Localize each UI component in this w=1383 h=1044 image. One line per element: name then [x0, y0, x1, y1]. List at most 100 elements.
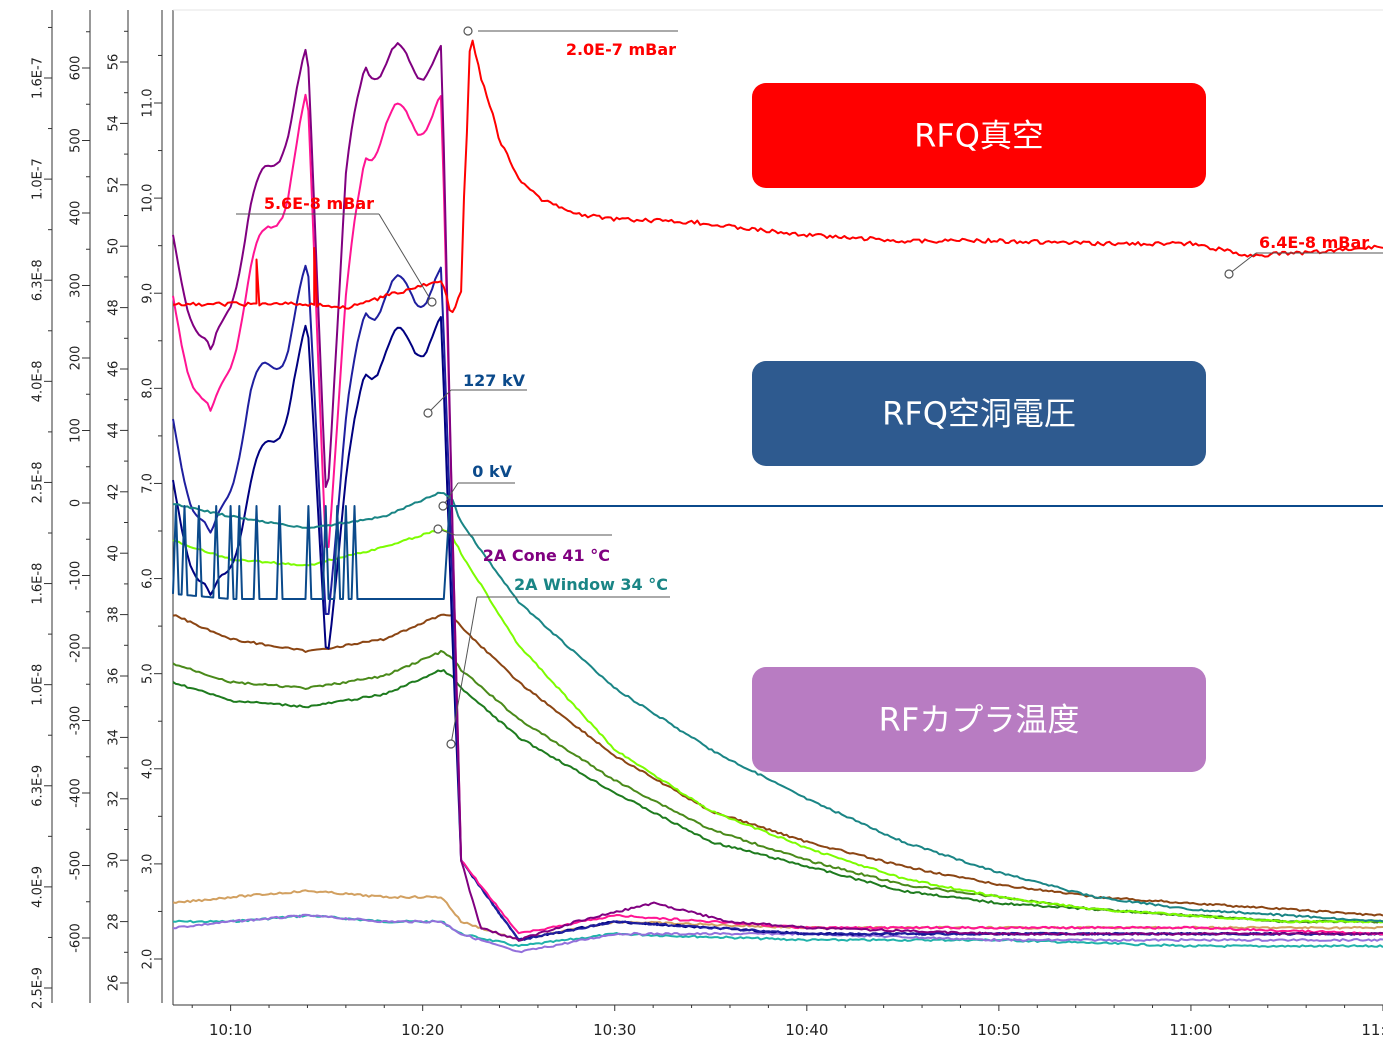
series-line [172, 39, 1383, 314]
time-tick-label: 10:30 [593, 1021, 636, 1039]
temperature-axis-tick-label: 48 [107, 299, 122, 316]
panel-label-box: RFQ空洞電圧 [752, 361, 1206, 466]
callout-label: 2A Cone 41 °C [483, 546, 610, 565]
vacuum-log-axis-tick-label: 2.5E-8 [31, 462, 46, 504]
temperature-axis-tick-label: 30 [107, 852, 122, 869]
aux-axis-tick-label: 10.0 [141, 184, 156, 213]
callout-leader [427, 389, 452, 414]
series-line [172, 613, 1383, 917]
temperature-axis-tick-label: 42 [107, 484, 122, 501]
callout-label: 2A Window 34 °C [514, 575, 668, 594]
callout-marker [463, 26, 473, 36]
annotation-callout: 2.0E-7 mBar [463, 26, 678, 59]
voltage-axis-tick-label: -200 [69, 633, 84, 663]
temperature-axis-tick-label: 56 [107, 54, 122, 71]
time-tick-label: 10:40 [785, 1021, 828, 1039]
aux-axis-tick-label: 9.0 [141, 283, 156, 304]
panel-label-box: RFカプラ温度 [752, 667, 1206, 772]
callout-marker [1224, 269, 1234, 279]
panel-label-bg [752, 361, 1206, 466]
temperature-axis-tick-label: 52 [107, 177, 122, 194]
voltage-axis-tick-label: 200 [69, 346, 84, 371]
aux-axis-tick-label: 6.0 [141, 568, 156, 589]
voltage-axis-tick-label: 300 [69, 273, 84, 298]
panel-label-bg [752, 83, 1206, 188]
callout-marker [438, 501, 448, 511]
annotation-callout: 6.4E-8 mBar [1224, 233, 1383, 279]
callout-label: 2.0E-7 mBar [566, 40, 676, 59]
series-line [172, 42, 1383, 942]
aux-axis-tick-label: 2.0 [141, 949, 156, 970]
callout-marker [446, 739, 456, 749]
annotation-layer: 2.0E-7 mBar 5.6E-8 mBar 6.4E-8 mBar 127 kV 0… [236, 26, 1383, 749]
voltage-axis-tick-label: 100 [69, 418, 84, 443]
temperature-axis-tick-label: 28 [107, 913, 122, 930]
vacuum-log-axis-tick-label: 2.5E-9 [31, 967, 46, 1009]
callout-marker [427, 297, 437, 307]
axes-layer: 10:10 10:20 10:30 10:40 10:50 11:00 11:10 2.5E-… [31, 9, 1383, 1039]
vacuum-log-axis-tick-label: 1.0E-7 [31, 158, 46, 200]
temperature-axis-tick-label: 50 [107, 238, 122, 255]
time-tick-label: 10:20 [401, 1021, 444, 1039]
series-line [172, 491, 1383, 923]
series-line [172, 93, 1383, 936]
voltage-axis-tick-label: -300 [69, 706, 84, 736]
panel-label-bg [752, 667, 1206, 772]
voltage-axis-tick-label: -100 [69, 561, 84, 591]
voltage-axis-tick-label: 400 [69, 201, 84, 226]
vacuum-log-axis-tick-label: 6.3E-8 [31, 259, 46, 301]
temperature-axis-tick-label: 26 [107, 975, 122, 992]
voltage-axis-tick-label: -600 [69, 923, 84, 953]
temperature-axis-tick-label: 44 [107, 422, 122, 439]
callout-leader [450, 596, 478, 745]
temperature-axis-tick-label: 36 [107, 668, 122, 685]
series-line [173, 913, 1383, 954]
annotation-callout: 2A Window 34 °C [446, 575, 670, 749]
aux-axis-tick-label: 3.0 [141, 854, 156, 875]
series-line [172, 505, 1383, 600]
temperature-axis-tick-label: 32 [107, 791, 122, 808]
callout-marker [433, 524, 443, 534]
vacuum-log-axis-tick-label: 4.0E-8 [31, 360, 46, 402]
panel-label-layer: RFQ真空 RFQ空洞電圧 RFカプラ温度 [752, 83, 1206, 772]
time-tick-label: 11:00 [1169, 1021, 1212, 1039]
vacuum-log-axis-tick-label: 1.6E-7 [31, 57, 46, 99]
temperature-axis-tick-label: 54 [107, 115, 122, 132]
aux-axis-tick-label: 5.0 [141, 663, 156, 684]
vacuum-log-axis-tick-label: 6.3E-9 [31, 765, 46, 807]
panel-label-box: RFQ真空 [752, 83, 1206, 188]
voltage-axis-tick-label: 600 [69, 56, 84, 81]
annotation-callout: 2A Cone 41 °C [433, 524, 612, 565]
panel-label-text: RFカプラ温度 [879, 701, 1080, 739]
vacuum-log-axis-tick-label: 1.6E-8 [31, 563, 46, 605]
aux-axis-tick-label: 11.0 [141, 89, 156, 118]
vacuum-log-axis-tick-label: 1.0E-8 [31, 664, 46, 706]
callout-label: 5.6E-8 mBar [264, 194, 374, 213]
temperature-axis-tick-label: 40 [107, 545, 122, 562]
voltage-axis-tick-label: -400 [69, 778, 84, 808]
callout-leader [378, 213, 433, 303]
callout-leader [1228, 252, 1257, 275]
time-tick-label: 10:50 [977, 1021, 1020, 1039]
series-layer [172, 39, 1383, 954]
voltage-axis-tick-label: 0 [69, 499, 84, 507]
vacuum-log-axis-tick-label: 4.0E-9 [31, 866, 46, 908]
voltage-axis-tick-label: 500 [69, 128, 84, 153]
panel-label-text: RFQ空洞電圧 [882, 395, 1076, 433]
annotation-callout: 127 kV [423, 371, 527, 418]
temperature-axis-tick-label: 38 [107, 606, 122, 623]
temperature-axis-tick-label: 46 [107, 361, 122, 378]
aux-axis-tick-label: 4.0 [141, 758, 156, 779]
aux-axis-tick-label: 8.0 [141, 378, 156, 399]
aux-axis-tick-label: 7.0 [141, 473, 156, 494]
callout-label: 0 kV [472, 462, 512, 481]
voltage-axis-tick-label: -500 [69, 851, 84, 881]
series-line [172, 527, 1383, 924]
panel-label-text: RFQ真空 [914, 117, 1044, 155]
callout-marker [423, 408, 433, 418]
time-tick-label: 10:10 [209, 1021, 252, 1039]
callout-label: 127 kV [463, 371, 526, 390]
annotation-callout: 0 kV [438, 462, 515, 511]
time-tick-label: 11:10 [1361, 1021, 1383, 1039]
